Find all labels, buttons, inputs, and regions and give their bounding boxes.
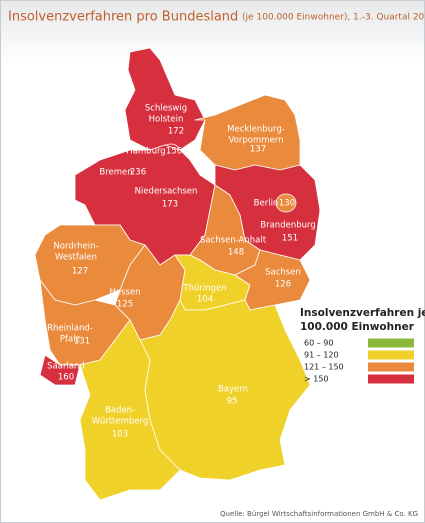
legend-label: 91 – 120 (304, 351, 339, 360)
state-value: 148 (228, 248, 244, 258)
legend-swatch (368, 350, 414, 360)
state-name: Niedersachsen (135, 187, 198, 197)
state-name: Schleswig (145, 104, 187, 114)
state-name: Nordrhein- (53, 242, 98, 252)
state-value: 126 (275, 280, 291, 290)
legend: Insolvenzverfahren je 100.000 Einwohner 60… (300, 307, 425, 384)
state-shape (275, 193, 297, 213)
state-value: 151 (282, 234, 298, 244)
state-value: 137 (250, 145, 266, 155)
state-name: Hamburg (126, 147, 165, 157)
state-value: 160 (58, 373, 74, 383)
state-value: 236 (130, 168, 146, 178)
state-name: Sachsen (265, 268, 301, 278)
state-name: Pfalz (60, 335, 81, 345)
state-name: Berlin (254, 199, 279, 209)
state-name: Thüringen (182, 284, 226, 294)
state-name: Brandenburg (260, 221, 315, 231)
source: Quelle: Bürgel Wirtschaftsinformationen … (220, 510, 418, 518)
state-name: Westfalen (55, 253, 97, 263)
state-value: 125 (117, 300, 133, 310)
state-name: Württemberg (92, 417, 149, 427)
legend-label: 121 – 150 (304, 363, 344, 372)
state-name: Saarland (47, 362, 85, 372)
state-name: Rheinland- (47, 324, 93, 334)
subtitle: (je 100.000 Einwohner), 1.-3. Quartal 20… (242, 13, 425, 23)
state-value: 103 (112, 430, 128, 440)
state-name: Holstein (149, 115, 184, 125)
state-value: 127 (72, 267, 88, 277)
state-value: 156 (166, 147, 182, 157)
legend-title: 100.000 Einwohner (300, 321, 415, 333)
title: Insolvenzverfahren pro Bundesland (8, 10, 238, 25)
state-value: 104 (197, 295, 213, 305)
legend-label: > 150 (304, 375, 329, 384)
state-value: 130 (279, 199, 295, 209)
state-name: Bremen (99, 168, 132, 178)
state-shape (79, 319, 181, 501)
legend-swatch (368, 338, 414, 348)
state-name: Vorpommern (229, 136, 284, 146)
state-name: Mecklenburg- (227, 125, 285, 135)
legend-label: 60 – 90 (304, 339, 333, 348)
state-name: Hessen (109, 288, 140, 298)
state-value: 172 (168, 127, 184, 137)
legend-swatch (368, 374, 414, 384)
state-value: 173 (162, 200, 178, 210)
legend-swatch (368, 362, 414, 372)
state-value: 95 (227, 397, 238, 407)
state-name: Baden- (105, 406, 135, 416)
state-value: 131 (74, 337, 90, 347)
state-name: Bayern (218, 385, 248, 395)
legend-title: Insolvenzverfahren je (300, 307, 425, 319)
state-name: Sachsen-Anhalt (200, 236, 267, 246)
state-shape (39, 354, 81, 386)
state-shape (234, 249, 311, 311)
